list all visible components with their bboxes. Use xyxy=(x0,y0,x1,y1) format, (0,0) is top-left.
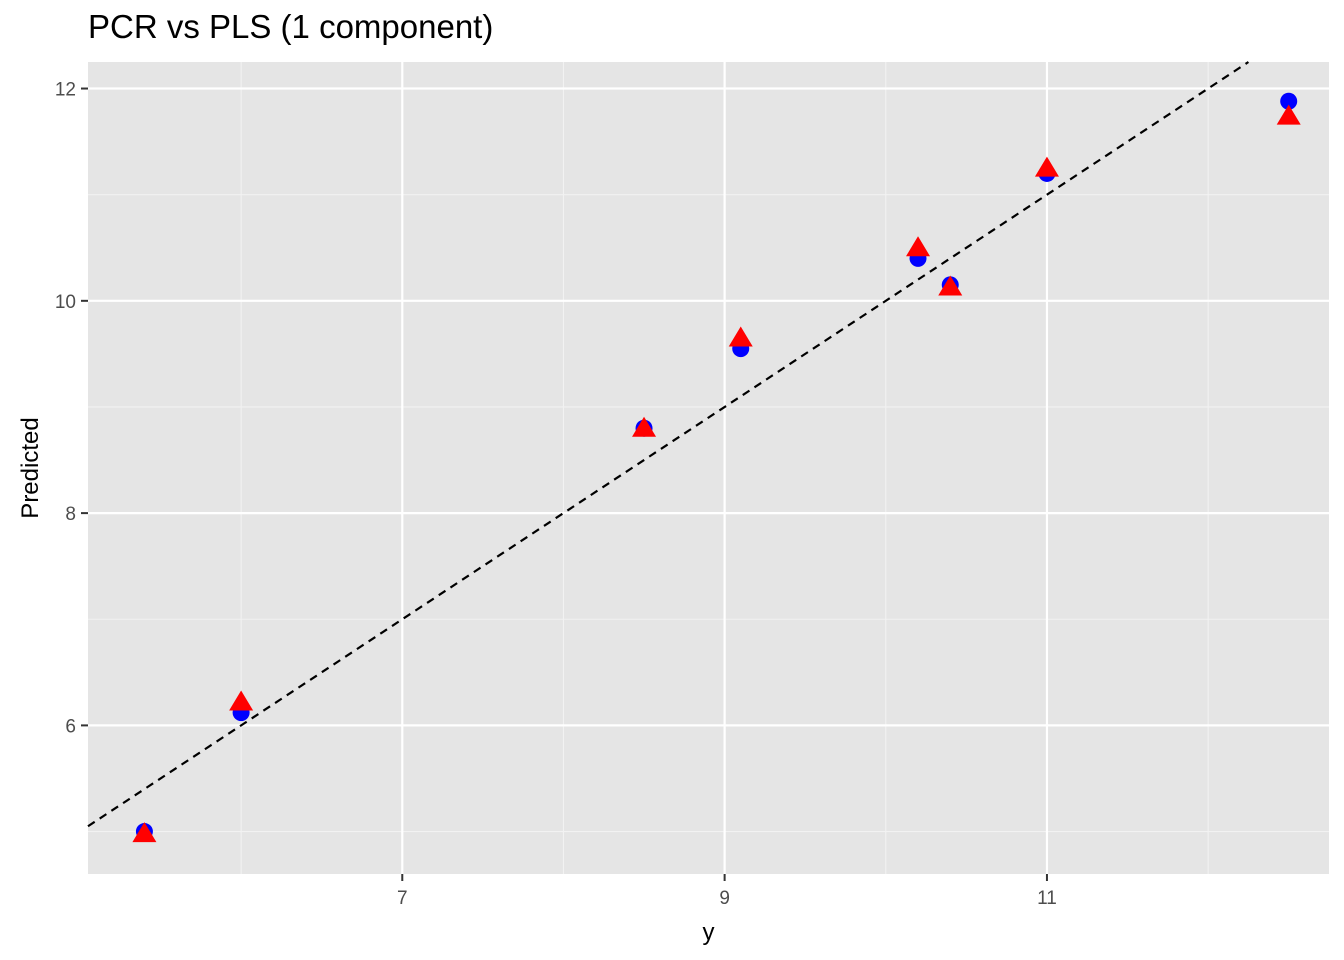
triangle-point xyxy=(632,416,657,437)
data-points xyxy=(132,92,1301,843)
triangle-point xyxy=(728,326,753,347)
y-axis-ticks: 6 8 10 12 xyxy=(55,80,88,737)
circle-point xyxy=(1280,92,1298,110)
triangle-point xyxy=(1276,104,1301,125)
y-tick-label: 10 xyxy=(55,292,76,313)
x-tick-label: 7 xyxy=(397,888,408,909)
x-tick-label: 11 xyxy=(1037,888,1057,909)
triangle-point xyxy=(906,236,931,257)
major-grid xyxy=(88,62,1329,874)
y-tick-label: 12 xyxy=(55,80,76,101)
y-tick-label: 6 xyxy=(65,716,76,737)
minor-grid xyxy=(88,62,1329,874)
y-tick-label: 8 xyxy=(65,504,76,525)
plot-panel xyxy=(88,62,1329,874)
triangle-point xyxy=(132,822,157,843)
x-axis-ticks: 7 9 11 xyxy=(397,874,1057,909)
triangle-point xyxy=(938,275,963,296)
chart-title: PCR vs PLS (1 component) xyxy=(88,8,494,45)
x-axis-title: y xyxy=(703,919,715,946)
y-axis-title: Predicted xyxy=(17,417,44,518)
x-tick-label: 9 xyxy=(719,888,730,909)
triangle-point xyxy=(229,690,254,711)
triangle-point xyxy=(1034,156,1059,177)
identity-reference-line xyxy=(87,61,1250,828)
